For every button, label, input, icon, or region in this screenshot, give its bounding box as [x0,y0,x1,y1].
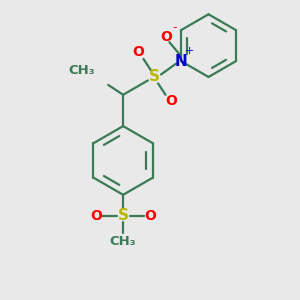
Text: S: S [118,208,129,223]
Text: CH₃: CH₃ [68,64,95,77]
Text: O: O [160,30,172,44]
Text: O: O [132,45,144,59]
Text: O: O [90,209,102,223]
Text: S: S [149,69,160,84]
Text: O: O [144,209,156,223]
Text: CH₃: CH₃ [110,235,136,248]
Text: +: + [185,46,194,56]
Text: -: - [172,21,177,34]
Text: N: N [175,54,188,69]
Text: O: O [165,94,177,108]
